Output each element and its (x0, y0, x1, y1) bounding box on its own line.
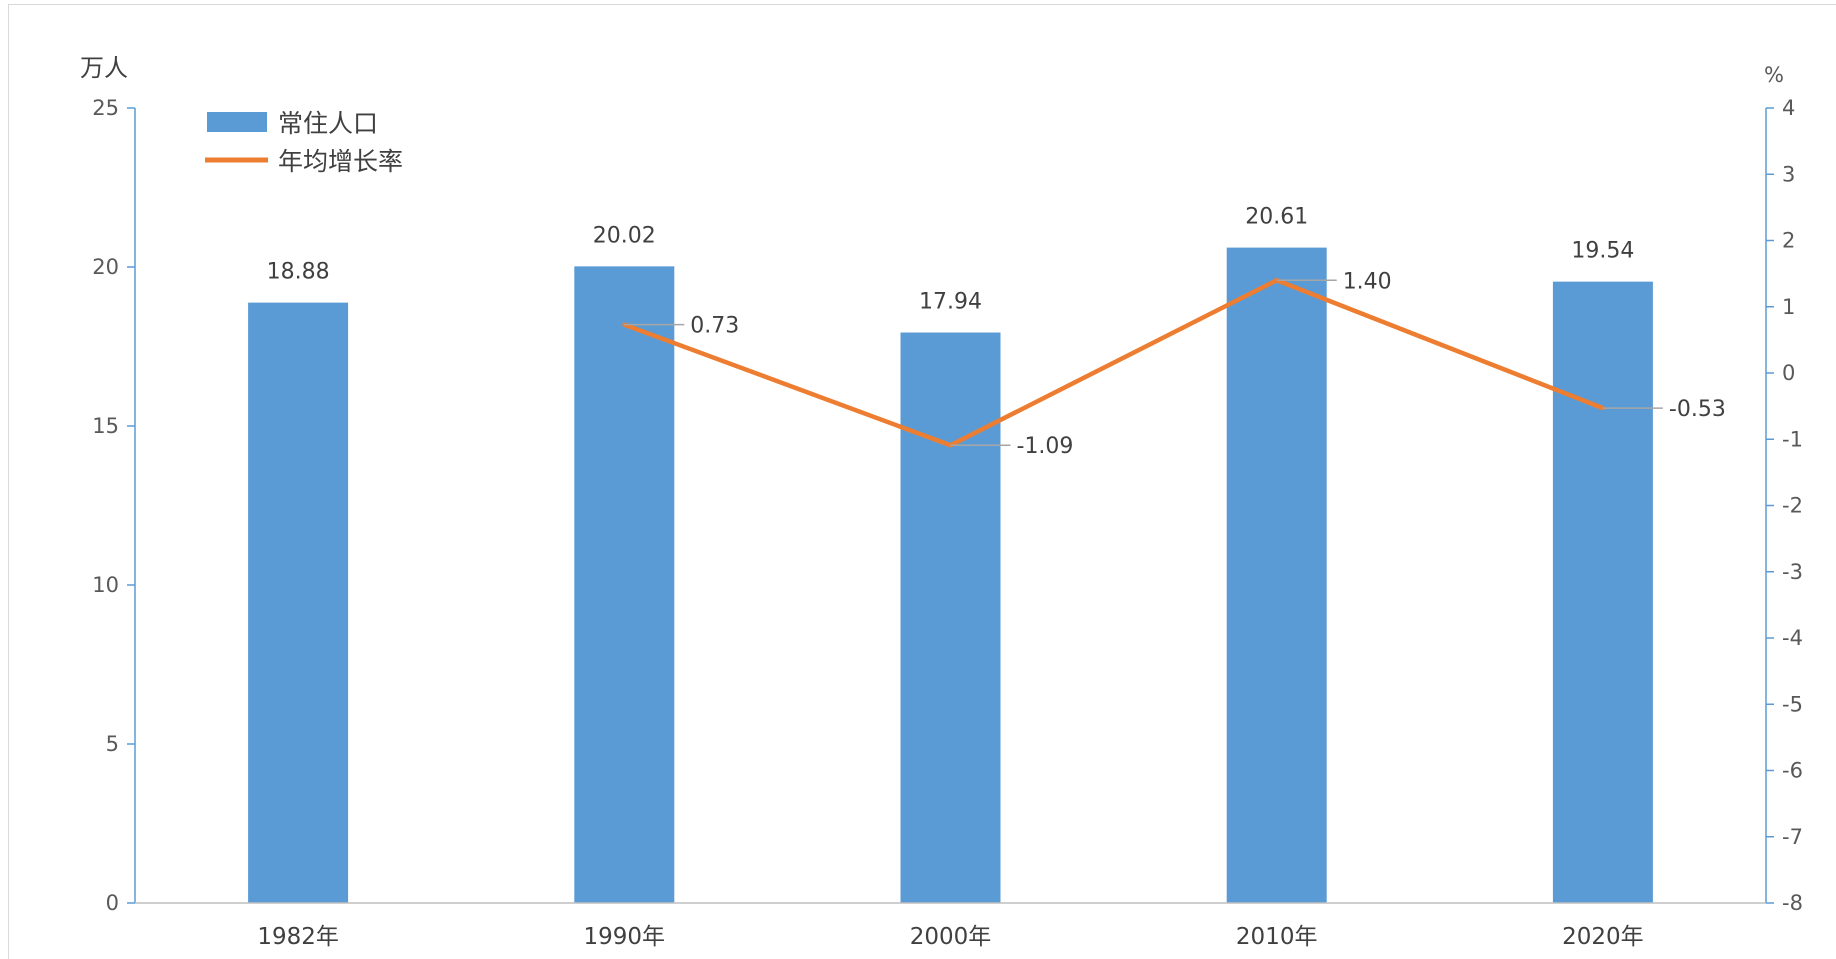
right-y-axis: -8 -7 -6 -5 -4 -3 -2 -1 0 1 2 3 4% (1764, 63, 1803, 915)
right-axis-tick-label: 3 (1782, 162, 1795, 186)
bar (1552, 281, 1653, 903)
right-axis-tick-label: -4 (1782, 626, 1803, 650)
bar-series (248, 247, 1653, 904)
chart-frame (8, 4, 1836, 959)
data-labels: 18.88 20.02 17.94 20.61 19.54 0.73 -1.09 1.40 -0… (267, 205, 1726, 460)
right-axis-tick-label: -2 (1782, 494, 1803, 518)
right-axis-tick-label: 0 (1782, 361, 1795, 385)
right-axis-unit: % (1764, 63, 1784, 87)
legend-bar-label: 常住人口 (278, 109, 378, 138)
bar (1226, 247, 1327, 904)
bar (248, 302, 349, 904)
x-axis-category-label: 2020年 (1562, 924, 1644, 950)
bar-value-label: 18.88 (267, 260, 330, 285)
line-series (622, 278, 1605, 448)
left-axis-tick-label: 15 (92, 414, 119, 438)
left-axis-tick-label: 10 (92, 573, 119, 597)
right-axis-tick-label: -8 (1782, 891, 1803, 915)
legend-bar-swatch (207, 112, 267, 132)
bar-value-label: 17.94 (919, 290, 982, 315)
left-axis-unit: 万人 (80, 54, 128, 82)
bar (900, 332, 1001, 903)
left-axis-tick-label: 20 (92, 255, 119, 279)
line-value-label: 0.73 (690, 314, 739, 339)
legend-line-label: 年均增长率 (278, 147, 403, 176)
right-axis-tick-label: -6 (1782, 759, 1803, 783)
right-axis-tick-label: -1 (1782, 427, 1803, 451)
line-value-label: -0.53 (1669, 397, 1726, 422)
bar-value-label: 20.61 (1245, 205, 1308, 230)
growth-rate-line (623, 278, 1604, 448)
right-axis-tick-label: -7 (1782, 825, 1803, 849)
right-axis-tick-label: -5 (1782, 692, 1803, 716)
left-y-axis: 0 5 10 15 20 25 万人 (80, 54, 136, 915)
x-axis-category-label: 2000年 (910, 924, 992, 950)
bar (574, 266, 675, 903)
x-axis-category-label: 2010年 (1236, 924, 1318, 950)
line-value-label: -1.09 (1017, 434, 1074, 459)
left-axis-tick-label: 25 (92, 96, 119, 120)
left-axis-tick-label: 5 (106, 732, 119, 756)
bar-value-label: 20.02 (593, 223, 656, 248)
right-axis-tick-label: 2 (1782, 229, 1795, 253)
x-axis-category-label: 1982年 (257, 924, 339, 950)
right-axis-tick-label: 4 (1782, 96, 1795, 120)
left-axis-tick-label: 0 (106, 891, 119, 915)
bar-value-label: 19.54 (1571, 239, 1634, 264)
x-axis-category-label: 1990年 (584, 924, 666, 950)
line-value-label: 1.40 (1343, 269, 1392, 294)
right-axis-tick-label: -3 (1782, 560, 1803, 584)
x-axis: 1982年 1990年 2000年 2010年 2020年 (135, 902, 1766, 950)
right-axis-tick-label: 1 (1782, 295, 1795, 319)
